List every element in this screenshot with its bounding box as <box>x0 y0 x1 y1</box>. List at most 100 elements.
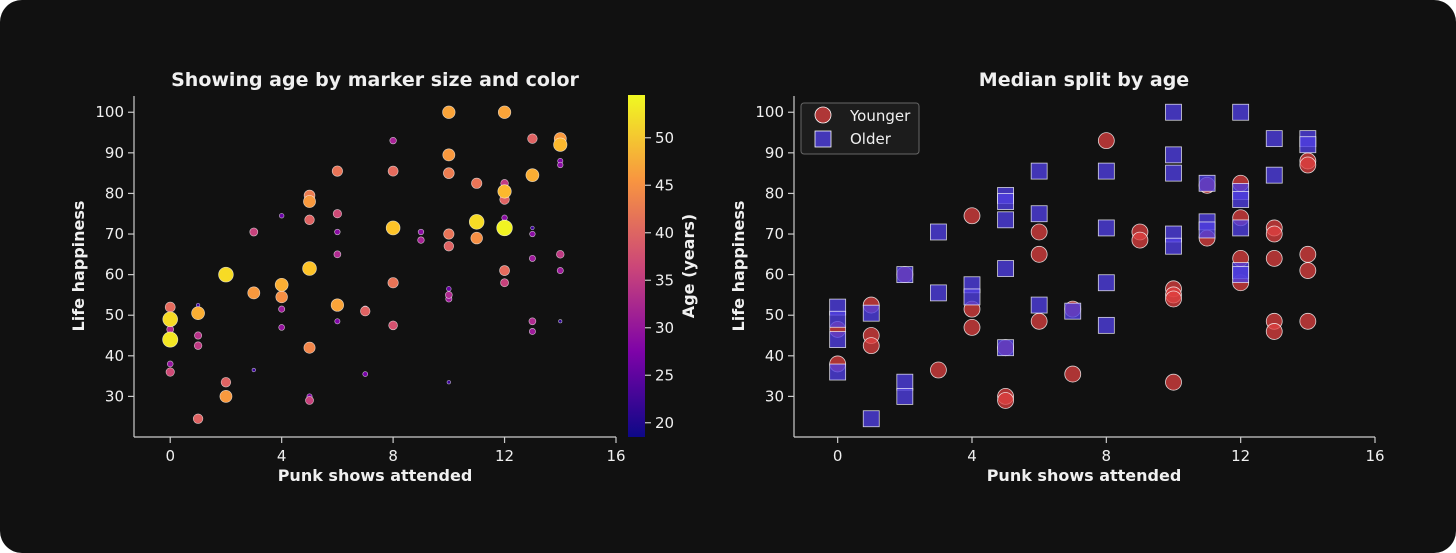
left-point <box>303 341 316 354</box>
left-point <box>556 267 564 274</box>
left-point <box>388 320 398 331</box>
right-point-younger <box>862 337 880 355</box>
right-point-younger <box>1299 156 1317 174</box>
left-point <box>278 324 285 331</box>
right-point-younger <box>930 361 947 379</box>
right-point-older <box>1165 103 1182 121</box>
left-point <box>333 250 342 259</box>
right-point-older <box>1232 266 1250 284</box>
colorbar-gradient <box>628 95 645 437</box>
right-point-older <box>930 284 947 302</box>
right-y-label: Life happiness <box>729 201 748 332</box>
left-point <box>274 277 289 292</box>
right-point-younger <box>1131 231 1149 249</box>
left-point <box>334 228 341 236</box>
right-point-older <box>1165 146 1182 164</box>
left-point <box>446 286 452 292</box>
left-ticks: 0 4 8 12 16 30 40 50 60 70 80 90 100 <box>95 103 625 465</box>
right-ytick-label: 30 <box>765 387 784 405</box>
right-point-older <box>1198 221 1216 239</box>
right-point-younger <box>1265 249 1283 267</box>
left-point <box>385 220 401 236</box>
left-y-label: Life happiness <box>69 201 88 332</box>
right-point-younger <box>1299 245 1317 263</box>
left-point <box>278 305 286 313</box>
left-point <box>362 371 369 377</box>
right-xtick-label: 12 <box>1231 447 1250 465</box>
left-point <box>497 105 512 119</box>
left-point <box>499 265 510 276</box>
right-ytick-label: 60 <box>765 266 784 284</box>
left-point <box>558 319 563 324</box>
left-point <box>165 367 175 377</box>
colorbar-tick-label: 50 <box>655 129 674 147</box>
right-ytick-label: 80 <box>765 184 784 202</box>
right-point-older <box>1232 103 1250 121</box>
left-ytick-label: 90 <box>105 144 124 162</box>
right-point-older <box>1097 274 1115 292</box>
right-point-older <box>1030 205 1048 223</box>
colorbar-tick-label: 45 <box>655 176 674 194</box>
right-point-older <box>862 304 880 322</box>
colorbar-tick-label: 20 <box>655 414 674 432</box>
right-point-older <box>1232 191 1250 208</box>
colorbar-tick-label: 30 <box>655 319 674 337</box>
left-point <box>471 177 483 189</box>
left-point <box>496 219 513 237</box>
right-point-older <box>930 223 947 241</box>
left-xtick-label: 8 <box>388 447 398 465</box>
right-point-younger <box>1030 312 1048 330</box>
right-point-older <box>997 211 1014 229</box>
left-point <box>497 184 512 199</box>
left-point <box>528 254 536 262</box>
left-point <box>417 228 425 236</box>
left-point <box>417 236 425 244</box>
right-chart: Median split by age 0 4 8 12 16 30 40 50 60 70 80 9… <box>729 69 1385 485</box>
right-point-older <box>1030 296 1048 314</box>
right-point-older <box>1064 302 1082 320</box>
right-chart-title: Median split by age <box>979 69 1189 91</box>
left-ytick-label: 50 <box>105 306 124 324</box>
left-point <box>166 360 174 368</box>
colorbar-tick-label: 25 <box>655 366 674 384</box>
right-point-younger <box>1097 132 1115 150</box>
right-point-older <box>829 331 847 348</box>
right-point-older <box>997 339 1014 357</box>
left-point <box>468 214 485 230</box>
right-point-older <box>1299 136 1317 154</box>
right-point-older <box>997 260 1014 277</box>
left-ytick-label: 100 <box>95 103 124 121</box>
left-point <box>442 105 456 119</box>
left-point <box>529 230 536 238</box>
left-chart: Showing age by marker size and color 0 4 8… <box>69 69 626 485</box>
right-point-younger <box>1299 262 1317 279</box>
left-point <box>193 341 203 350</box>
left-ytick-label: 80 <box>105 184 124 202</box>
right-point-older <box>963 288 981 306</box>
legend: Younger Older <box>800 102 920 155</box>
right-point-younger <box>997 392 1014 409</box>
left-point <box>331 165 343 177</box>
left-point <box>251 367 256 373</box>
left-point <box>445 291 453 299</box>
right-point-older <box>1097 219 1115 237</box>
left-point <box>305 396 314 405</box>
left-point <box>470 231 483 245</box>
right-point-older <box>997 193 1014 210</box>
left-point <box>360 306 371 317</box>
left-point <box>219 390 233 403</box>
left-point <box>530 225 535 231</box>
left-point <box>302 261 317 276</box>
left-point <box>275 290 288 304</box>
left-ytick-label: 60 <box>105 266 124 284</box>
colorbar-tick-label: 35 <box>655 271 674 289</box>
right-x-label: Punk shows attended <box>987 466 1182 485</box>
right-point-older <box>896 373 914 391</box>
left-point <box>443 228 455 240</box>
left-point <box>194 331 203 340</box>
left-point <box>443 241 454 252</box>
right-point-older <box>1265 166 1283 184</box>
left-point <box>387 165 399 177</box>
